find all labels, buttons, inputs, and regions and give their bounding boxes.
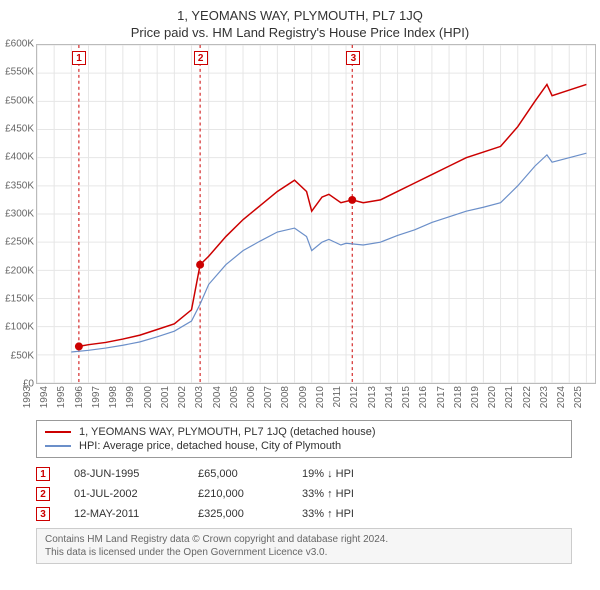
sale-row: 3 12-MAY-2011 £325,000 33% ↑ HPI: [36, 504, 572, 524]
plot-svg: [37, 45, 595, 383]
sale-price: £65,000: [198, 468, 278, 480]
y-tick-label: £350K: [5, 180, 34, 191]
footer-line-1: Contains HM Land Registry data © Crown c…: [45, 533, 563, 546]
sale-row: 1 08-JUN-1995 £65,000 19% ↓ HPI: [36, 464, 572, 484]
y-tick-label: £400K: [5, 152, 34, 163]
chart-container: 1, YEOMANS WAY, PLYMOUTH, PL7 1JQ Price …: [0, 0, 600, 590]
y-axis: £0£50K£100K£150K£200K£250K£300K£350K£400…: [0, 44, 36, 384]
chart-sale-marker: 1: [72, 51, 86, 65]
y-tick-label: £150K: [5, 294, 34, 305]
legend: 1, YEOMANS WAY, PLYMOUTH, PL7 1JQ (detac…: [36, 420, 572, 458]
sale-row: 2 01-JUL-2002 £210,000 33% ↑ HPI: [36, 484, 572, 504]
sale-date: 08-JUN-1995: [74, 468, 174, 480]
sale-delta: 19% ↓ HPI: [302, 468, 392, 480]
plot-area: 1 2 3: [36, 44, 596, 384]
y-tick-label: £300K: [5, 209, 34, 220]
y-tick-label: £600K: [5, 39, 34, 50]
sale-price: £210,000: [198, 488, 278, 500]
y-tick-label: £450K: [5, 124, 34, 135]
sale-delta: 33% ↑ HPI: [302, 508, 392, 520]
y-tick-label: £100K: [5, 322, 34, 333]
x-tick-label: 2025: [573, 386, 600, 408]
sale-marker: 3: [36, 507, 50, 521]
sale-date: 12-MAY-2011: [74, 508, 174, 520]
legend-item: HPI: Average price, detached house, City…: [45, 439, 563, 453]
legend-item: 1, YEOMANS WAY, PLYMOUTH, PL7 1JQ (detac…: [45, 425, 563, 439]
sale-date: 01-JUL-2002: [74, 488, 174, 500]
sales-table: 1 08-JUN-1995 £65,000 19% ↓ HPI 2 01-JUL-2002…: [36, 464, 572, 524]
chart-sale-marker: 2: [194, 51, 208, 65]
chart-sale-marker: 3: [346, 51, 360, 65]
sale-delta: 33% ↑ HPI: [302, 488, 392, 500]
sale-price: £325,000: [198, 508, 278, 520]
x-axis: 1993199419951996199719981999200020012002…: [36, 384, 596, 414]
legend-swatch: [45, 431, 71, 433]
footer-line-2: This data is licensed under the Open Gov…: [45, 546, 563, 559]
chart-title: 1, YEOMANS WAY, PLYMOUTH, PL7 1JQ: [0, 0, 600, 23]
chart-area: £0£50K£100K£150K£200K£250K£300K£350K£400…: [36, 44, 596, 414]
sale-marker: 2: [36, 487, 50, 501]
y-tick-label: £550K: [5, 67, 34, 78]
legend-label: HPI: Average price, detached house, City…: [79, 440, 341, 452]
footer-note: Contains HM Land Registry data © Crown c…: [36, 528, 572, 564]
chart-subtitle: Price paid vs. HM Land Registry's House …: [0, 23, 600, 44]
y-tick-label: £500K: [5, 95, 34, 106]
legend-swatch: [45, 445, 71, 447]
y-tick-label: £250K: [5, 237, 34, 248]
y-tick-label: £50K: [11, 350, 34, 361]
legend-label: 1, YEOMANS WAY, PLYMOUTH, PL7 1JQ (detac…: [79, 426, 376, 438]
y-tick-label: £200K: [5, 265, 34, 276]
sale-marker: 1: [36, 467, 50, 481]
